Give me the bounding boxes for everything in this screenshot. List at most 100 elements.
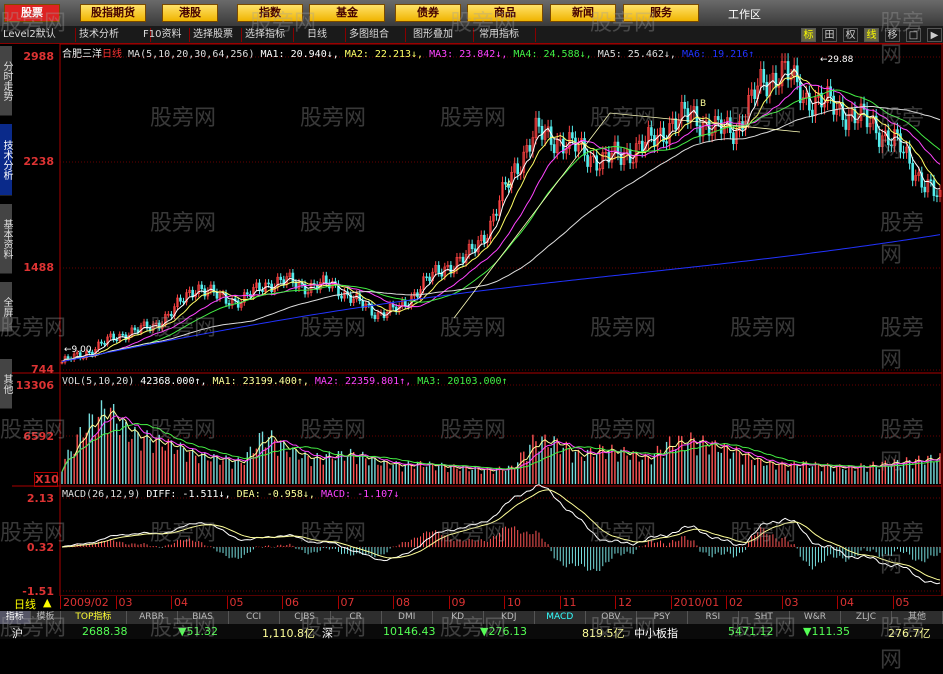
multi-chart-dropdown[interactable]: 多图组合 [346,28,406,42]
side-tabs: 分时走势 技术分析 基本资料 全屏 其他 [0,44,12,424]
menu-index[interactable]: 指数 [237,4,303,22]
candle-body [479,234,483,241]
indicator-tab-sht[interactable]: SHT [739,611,790,624]
menu-service[interactable]: 服务 [623,4,699,22]
ma-params: MA(5,10,20,30,64,256) [128,49,255,60]
ma-legend-item-3: MA3: 23.842↓, [429,49,514,60]
candle-body [732,132,735,144]
candle-body [774,72,778,88]
menu-futures[interactable]: 股指期货 [80,4,146,22]
indicator-tab-模板[interactable]: 模板 [31,611,62,624]
menu-hk[interactable]: 港股 [162,4,218,22]
common-indicators-dropdown[interactable]: 常用指标 [476,28,536,42]
chart-canvas[interactable] [0,0,943,596]
candle-body [905,146,908,153]
sh-amount: 1,110.8亿 [262,627,315,640]
tab-technical[interactable]: 技术分析 [0,124,12,196]
candle-body [786,61,790,81]
vol-ma-legend-item-1: MA1: 23199.400↑, [212,376,315,387]
indicator-tabs: 指标 模板 TOP指标 ARBR BIAS CCI CJBS CR DMI KD KDJ MACD OB… [0,611,943,624]
menu-bond[interactable]: 债券 [395,4,461,22]
f10-button[interactable]: F10资料 [140,28,190,42]
candle-body [674,118,677,130]
move-button[interactable]: 移 [885,28,900,42]
candle-body [856,120,860,124]
overlay-button[interactable]: 图形叠加 [410,28,474,42]
candle-body [865,109,869,128]
mark-button[interactable]: 标 [801,28,816,42]
indicator-tab-w&r[interactable]: W&R [790,611,841,624]
tech-analysis-dropdown[interactable]: 技术分析 [76,28,151,42]
candle-body [571,132,574,139]
tab-fullscreen[interactable]: 全屏 [0,282,12,332]
candle-body [121,333,125,336]
indicator-tab-macd[interactable]: MACD [535,611,586,624]
indicator-tab-arbr[interactable]: ARBR [127,611,178,624]
candle-body [343,291,346,299]
candle-body [604,152,608,154]
daily-dropdown[interactable]: 日线 [304,28,346,42]
indicator-tab-bias[interactable]: BIAS [178,611,229,624]
level2-default[interactable]: Level2默认 [0,28,76,42]
ma-legend: 合肥三洋日线 MA(5,10,20,30,64,256) MA1: 20.940… [62,45,754,60]
menu-commodity[interactable]: 商品 [467,4,543,22]
select-stock-button[interactable]: 选择股票 [190,28,242,42]
rights-button[interactable]: 权 [843,28,858,42]
candle-body [428,276,431,281]
ma-legend-item-5: MA5: 25.462↓, [597,49,682,60]
line-button[interactable]: 线 [864,28,879,42]
candle-body [631,161,635,164]
indicator-tab-指标[interactable]: 指标 [0,611,31,624]
candle-body [765,82,769,97]
candle-body [826,86,829,103]
candle-body [437,265,441,273]
candle-body [634,143,638,163]
candle-body [522,151,526,173]
indicator-tab-kdj[interactable]: KDJ [484,611,535,624]
indicator-tab-dmi[interactable]: DMI [382,611,433,624]
select-indicator-button[interactable]: 选择指标 [242,28,294,42]
tab-other[interactable]: 其他 [0,359,12,409]
candle-body [741,121,744,130]
tab-fundamentals[interactable]: 基本资料 [0,204,12,274]
window-button[interactable]: □ [906,28,921,42]
indicator-tab-cjbs[interactable]: CJBS [280,611,331,624]
candle-body [258,282,261,291]
next-button[interactable]: ▶ [927,28,942,42]
candle-body [783,61,787,63]
ma-line-1 [61,68,941,363]
candle-body [671,118,674,124]
indicator-tab-cci[interactable]: CCI [229,611,280,624]
candle-body [510,172,513,188]
ma-line-6 [61,234,941,363]
indicator-tab-cr[interactable]: CR [331,611,382,624]
candle-body [899,133,902,153]
indicator-tab-rsi[interactable]: RSI [688,611,739,624]
indicator-tab-其他[interactable]: 其他 [892,611,943,624]
indicator-tab-obv[interactable]: OBV [586,611,637,624]
stock-logo-button[interactable]: 股票 [4,4,60,22]
indicator-tab-top指标[interactable]: TOP指标 [61,611,127,624]
candle-body [163,314,167,325]
date-label: 10 [504,596,521,609]
candle-body [288,272,292,277]
grid-button[interactable]: 田 [822,28,837,42]
candle-body [507,183,510,188]
candle-body [75,352,79,355]
candle-body [109,333,112,338]
menu-fund[interactable]: 基金 [309,4,385,22]
indicator-tab-psy[interactable]: PSY [637,611,688,624]
tab-intraday[interactable]: 分时走势 [0,46,12,116]
macd-params: MACD(26,12,9) [62,489,141,500]
period-indicator[interactable]: 日线 [14,596,36,612]
menu-news[interactable]: 新闻 [550,4,616,22]
workarea-dropdown[interactable]: 工作区 [728,8,761,21]
candle-body [215,291,219,299]
candle-body [495,213,498,216]
indicator-tab-kd[interactable]: KD [433,611,484,624]
candle-body [735,130,738,144]
candle-body [847,114,851,130]
indicator-tab-zljc[interactable]: ZLJC [841,611,892,624]
candle-body [595,155,598,171]
ma-legend-item-4: MA4: 24.588↓, [513,49,598,60]
